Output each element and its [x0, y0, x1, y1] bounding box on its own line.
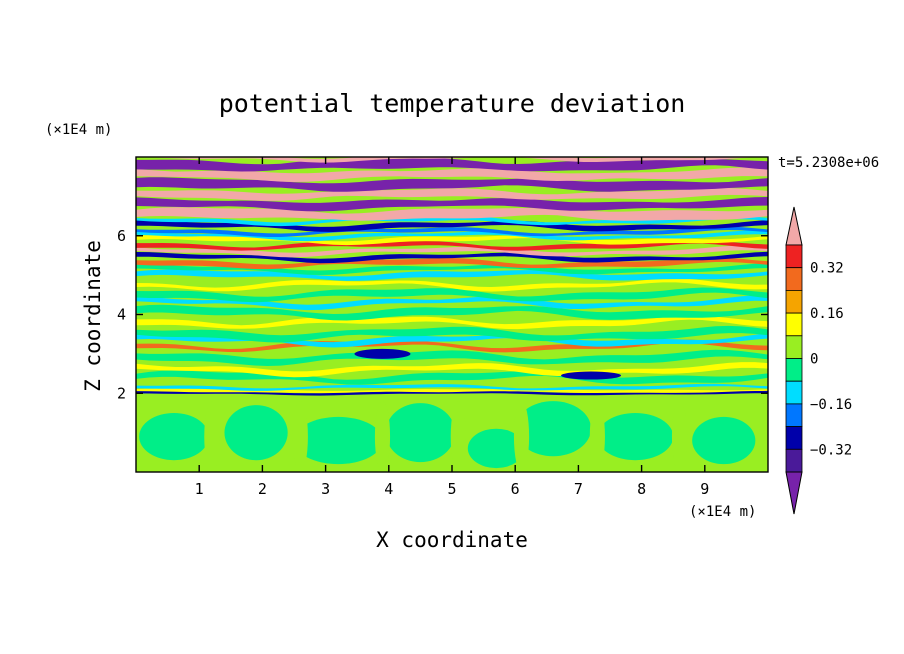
x-tick-label: 8: [637, 480, 646, 498]
y-tick-label: 6: [117, 227, 126, 245]
colorbar-swatch: [785, 380, 803, 405]
colorbar-swatch: [785, 403, 803, 427]
colorbar-tick-label: 0.16: [810, 306, 844, 322]
colorbar-swatch: [785, 289, 803, 314]
time-label: t=5.2308e+06: [778, 155, 879, 171]
colorbar-swatch: [785, 448, 803, 473]
colorbar-max-triangle: [785, 206, 803, 246]
x-tick-label: 9: [700, 480, 709, 498]
y-axis: 2 4 6: [117, 227, 768, 402]
colorbar-tick-label: −0.32: [810, 442, 852, 458]
colorbar-swatch: [785, 335, 803, 359]
x-axis: 1 2 3 4 5 6 7 8 9: [195, 157, 709, 498]
x-unit-label: (×1E4 m): [689, 504, 756, 520]
x-tick-label: 5: [447, 480, 456, 498]
heatmap-field: [136, 157, 768, 472]
x-tick-label: 2: [258, 480, 267, 498]
y-unit-label: (×1E4 m): [45, 122, 112, 138]
x-tick-label: 4: [384, 480, 393, 498]
colorbar-swatch: [785, 358, 803, 382]
x-axis-label: X coordinate: [376, 528, 528, 552]
colorbar-swatch: [785, 312, 803, 337]
colorbar-tick-label: 0: [810, 352, 818, 368]
colorbar-swatch: [785, 244, 803, 269]
colorbar-swatch: [785, 426, 803, 450]
x-tick-label: 1: [195, 480, 204, 498]
x-tick-label: 7: [574, 480, 583, 498]
colorbar: 0.32 0.16 0 −0.16 −0.32: [785, 206, 852, 515]
colorbar-min-triangle: [785, 471, 803, 515]
x-tick-label: 6: [511, 480, 520, 498]
y-tick-label: 4: [117, 306, 126, 324]
colorbar-tick-label: −0.16: [810, 397, 852, 413]
x-tick-label: 3: [321, 480, 330, 498]
y-axis-label: Z coordinate: [81, 240, 105, 392]
colorbar-tick-label: 0.32: [810, 261, 844, 277]
y-tick-label: 2: [117, 384, 126, 402]
chart-title: potential temperature deviation: [219, 89, 686, 118]
colorbar-swatch: [785, 267, 803, 291]
